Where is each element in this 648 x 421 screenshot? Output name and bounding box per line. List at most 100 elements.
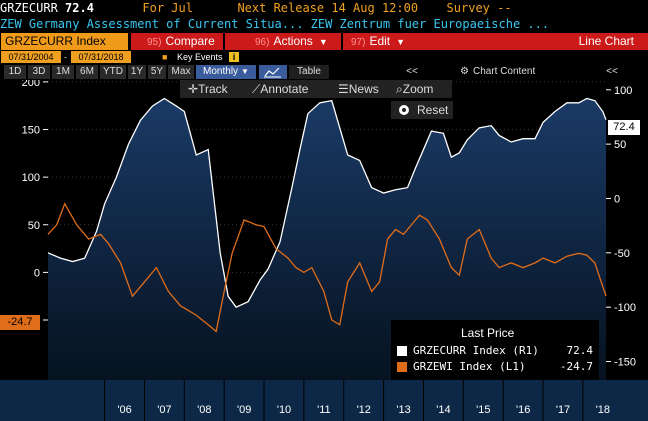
index-label: GRZECURR Index — [5, 34, 106, 48]
gear-icon: ⚙ — [460, 66, 469, 77]
legend-swatch — [397, 346, 407, 356]
reset-button[interactable]: Reset — [391, 101, 453, 119]
table-button[interactable]: Table — [289, 65, 329, 79]
zoom-label: Zoom — [402, 82, 434, 96]
edit-label: Edit — [369, 34, 391, 48]
survey: Survey -- — [446, 1, 512, 15]
right-axis: 100 50 0 -50 -100 -150 — [606, 85, 636, 369]
annotate-label: Annotate — [260, 82, 309, 96]
expand-button[interactable]: << — [606, 66, 618, 77]
chart-content-label: Chart Content — [472, 66, 536, 77]
right-tick-label: -100 — [614, 302, 636, 314]
x-tick-label: '09 — [237, 404, 251, 416]
key-events-checkbox[interactable]: ■ — [162, 52, 168, 62]
legend-value: -24.7 — [559, 360, 593, 373]
period-1m[interactable]: 1M — [52, 65, 74, 79]
legend: Last Price GRZECURR Index (R1) 72.4 GRZE… — [391, 320, 599, 380]
date-separator: - — [64, 52, 67, 62]
legend-name: GRZEWI Index (L1) — [413, 360, 526, 373]
actions-label: Actions — [273, 34, 313, 48]
x-tick-label: '18 — [596, 404, 610, 416]
chart-content-button[interactable]: ⚙ Chart Content — [460, 65, 580, 79]
period-3d[interactable]: 3D — [28, 65, 50, 79]
x-tick-label: '12 — [357, 404, 371, 416]
security-header: GRZECURR 72.4 For Jul Next Release 14 Au… — [0, 0, 648, 16]
x-tick-label: '06 — [117, 404, 131, 416]
actions-num: 96) — [255, 37, 270, 48]
x-tick-label: '16 — [516, 404, 530, 416]
legend-name: GRZECURR Index (R1) — [413, 344, 539, 357]
chart-type-label[interactable]: Line Chart — [578, 34, 634, 48]
left-tick-label: 100 — [22, 172, 40, 184]
index-field[interactable]: GRZECURR Index — [1, 33, 128, 50]
left-tick-label: 50 — [28, 220, 40, 232]
zoom-tool[interactable]: ⌕ Zoom — [396, 82, 434, 96]
x-axis-band — [0, 380, 648, 421]
period-1y[interactable]: 1Y — [128, 65, 146, 79]
left-tick-label: 200 — [22, 80, 40, 89]
chevron-down-icon: ▼ — [241, 67, 249, 76]
actions-button[interactable]: 96) Actions ▼ — [225, 33, 341, 50]
next-release: Next Release 14 Aug 12:00 — [237, 1, 419, 15]
legend-item-grzecurr[interactable]: GRZECURR Index (R1) 72.4 — [397, 344, 597, 358]
edit-num: 97) — [351, 37, 366, 48]
right-tick-label: 100 — [614, 85, 632, 97]
last-value-tag-left: -24.7 — [0, 315, 40, 330]
frequency-label: Monthly — [203, 66, 239, 77]
collapse-button[interactable]: << — [406, 66, 418, 77]
period-max[interactable]: Max — [168, 65, 194, 79]
frequency-select[interactable]: Monthly ▼ — [196, 65, 256, 79]
x-axis-band-bg — [0, 380, 648, 421]
legend-swatch — [397, 362, 407, 372]
x-tick-label: '13 — [396, 404, 410, 416]
period-1d[interactable]: 1D — [4, 65, 26, 79]
last-value: 72.4 — [65, 1, 94, 15]
x-tick-label: '11 — [317, 404, 331, 416]
compare-button[interactable]: 95) Compare — [131, 33, 223, 50]
x-tick-label: '10 — [277, 404, 291, 416]
x-tick-label: '17 — [556, 404, 570, 416]
track-tool[interactable]: ✛ Track — [188, 82, 228, 96]
right-tick-label: -150 — [614, 357, 636, 369]
x-tick-label: '07 — [157, 404, 171, 416]
for-period: For Jul — [142, 1, 193, 15]
info-icon[interactable]: i — [229, 52, 239, 62]
legend-item-grzewi[interactable]: GRZEWI Index (L1) -24.7 — [397, 360, 597, 374]
grzecurr-line — [47, 97, 607, 308]
security-description: ZEW Germany Assessment of Current Situa.… — [0, 17, 550, 31]
reset-icon — [399, 105, 409, 115]
grzewi-line — [47, 202, 607, 333]
x-tick-label: '08 — [197, 404, 211, 416]
period-5y[interactable]: 5Y — [148, 65, 166, 79]
line-chart-icon[interactable] — [259, 65, 287, 79]
right-tick-label: 0 — [614, 193, 620, 205]
right-tick-label: -50 — [614, 248, 630, 260]
reset-label: Reset — [417, 103, 449, 117]
x-tick-label: '14 — [436, 404, 450, 416]
annotate-tool[interactable]: ⟋ Annotate — [252, 82, 309, 96]
chevron-down-icon: ▼ — [318, 37, 328, 47]
track-label: Track — [198, 82, 228, 96]
chevron-down-icon: ▼ — [396, 37, 406, 47]
edit-button[interactable]: 97) Edit ▼ Line Chart — [343, 33, 648, 50]
legend-value: 72.4 — [566, 344, 594, 357]
end-date-input[interactable]: 07/31/2018 — [71, 51, 131, 63]
news-tool[interactable]: ☰ News — [338, 82, 379, 96]
chart-tools: ✛ Track ⟋ Annotate ☰ News ⌕ Zoom — [180, 80, 452, 98]
period-ytd[interactable]: YTD — [100, 65, 126, 79]
ticker: GRZECURR — [0, 1, 58, 15]
start-date-input[interactable]: 07/31/2004 — [1, 51, 61, 63]
x-axis: '06 '07 '08 '09 '10 '11 '12 '13 '14 '15 '16 '17 '18 — [104, 380, 610, 421]
date-range: 07/31/2004 - 07/31/2018 ■ Key Events i — [0, 51, 648, 63]
x-tick-label: '15 — [476, 404, 490, 416]
left-tick-label: 0 — [34, 267, 40, 279]
key-events-label[interactable]: Key Events — [177, 52, 223, 62]
period-6m[interactable]: 6M — [76, 65, 98, 79]
compare-label: Compare — [165, 34, 215, 48]
left-tick-label: 150 — [22, 125, 40, 137]
compare-num: 95) — [147, 37, 162, 48]
line-chart[interactable]: 200 150 100 50 0 -50 100 50 0 -50 -100 -150 '06 '07… — [0, 80, 648, 421]
period-bar: 1D 3D 1M 6M YTD 1Y 5Y Max Monthly ▼ Table… — [0, 65, 648, 79]
news-label: News — [348, 82, 379, 96]
right-tick-label: 50 — [614, 139, 626, 151]
